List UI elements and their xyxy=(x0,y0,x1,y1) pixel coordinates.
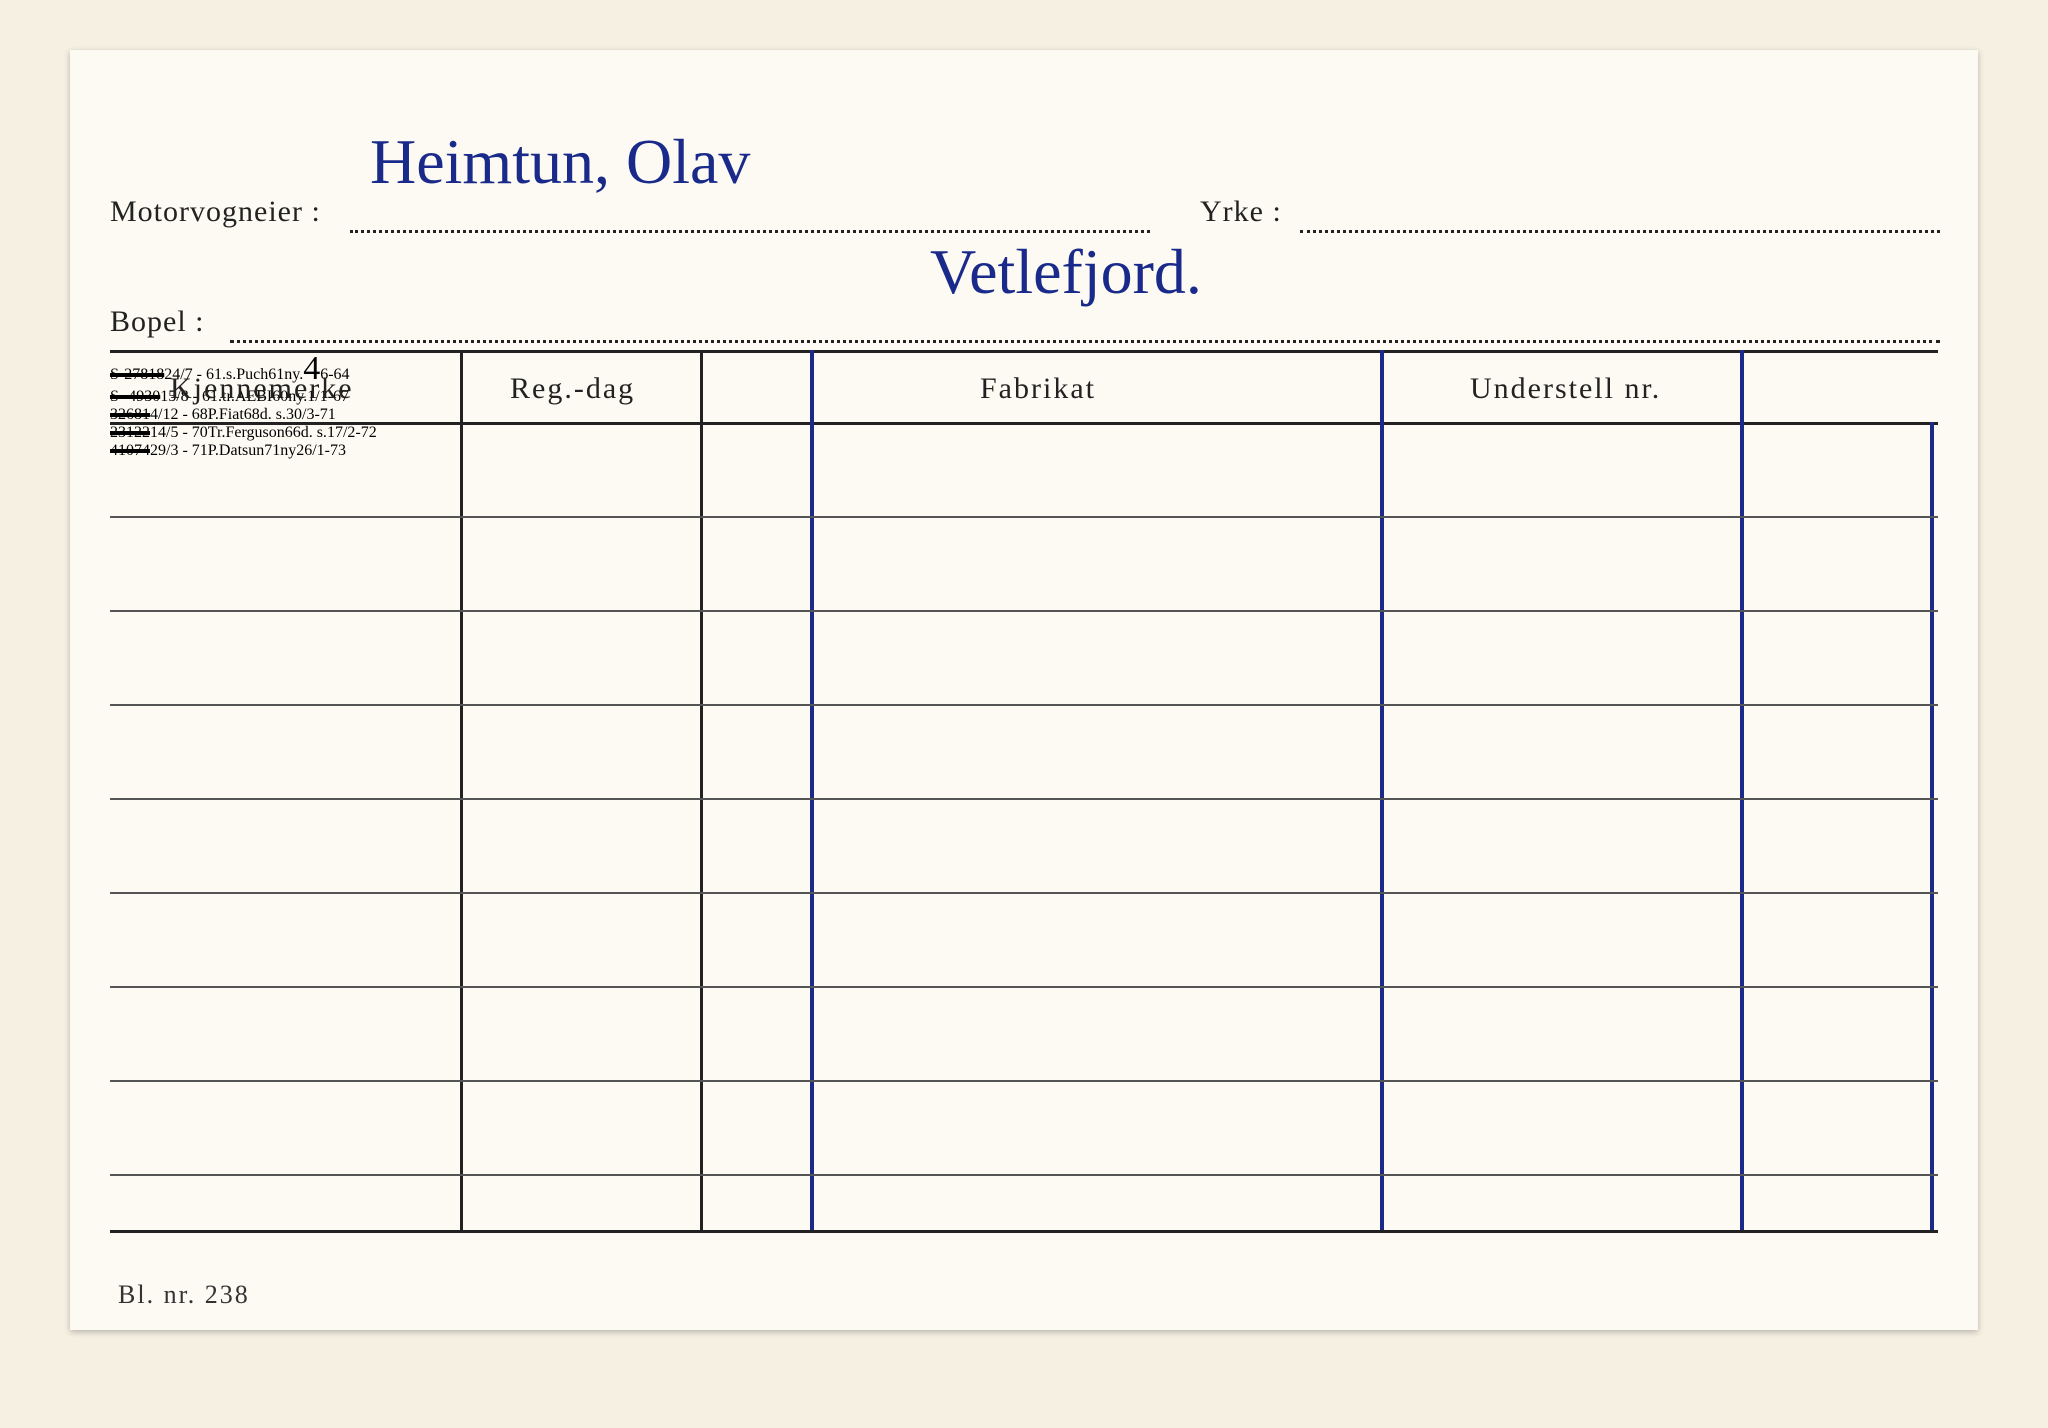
table-vline xyxy=(810,350,814,1230)
table-vline xyxy=(1930,422,1934,1230)
residence-label: Bopel : xyxy=(110,305,205,339)
table-row-rule xyxy=(110,892,1938,894)
table-vline xyxy=(460,350,463,1230)
cell-regdag: 29/3 - 71 xyxy=(150,442,208,459)
table-vline xyxy=(700,350,703,1230)
owner-dotted-line xyxy=(350,230,1150,233)
cell-year: 71 xyxy=(264,442,280,459)
table-top-rule xyxy=(110,350,1938,353)
table-row-rule xyxy=(110,610,1938,612)
occupation-dotted-line xyxy=(1300,230,1940,233)
index-card: Motorvogneier : Heimtun, Olav Yrke : Bop… xyxy=(70,50,1978,1330)
cell-year: 68 xyxy=(244,406,260,423)
table-header-rule xyxy=(110,422,1938,425)
cell-regdag: 4/12 - 68 xyxy=(150,406,208,423)
cell-type: P. xyxy=(208,442,219,459)
table-row-rule xyxy=(110,798,1938,800)
table-row-rule xyxy=(110,516,1938,518)
table-bottom-rule xyxy=(110,1230,1938,1233)
cell-kjennemerke: 23122 xyxy=(110,424,150,441)
cell-type: Tr. xyxy=(208,424,226,441)
occupation-label: Yrke : xyxy=(1200,195,1282,229)
table-row-rule xyxy=(110,1174,1938,1176)
table-row-rule xyxy=(110,986,1938,988)
table-row-rule xyxy=(110,704,1938,706)
cell-fabrikat: Ferguson xyxy=(225,424,284,441)
registration-table: Kjennemerke Reg.-dag Fabrikat Understell… xyxy=(110,350,1938,1250)
cell-understell: d. s. xyxy=(301,424,327,441)
cell-kjennemerke: S-27818 xyxy=(110,366,164,383)
residence-dotted-line xyxy=(230,340,1940,343)
cell-type: P. xyxy=(208,406,219,423)
cell-understell: d. s. xyxy=(260,406,286,423)
cell-kjennemerke: 32681 xyxy=(110,406,150,423)
cell-regdag: 14/5 - 70 xyxy=(150,424,208,441)
cell-understell: ny xyxy=(280,442,296,459)
cell-kjennemerke: S- 4930 xyxy=(110,388,160,405)
cell-year: 66 xyxy=(285,424,301,441)
col-fabrikat: Fabrikat xyxy=(980,372,1096,406)
col-kjennemerke: Kjennemerke xyxy=(170,372,354,406)
form-number: Bl. nr. 238 xyxy=(118,1280,250,1310)
col-regdag: Reg.-dag xyxy=(510,372,635,406)
residence-value: Vetlefjord. xyxy=(930,240,1202,304)
table-row-rule xyxy=(110,1080,1938,1082)
cell-fabrikat: Datsun xyxy=(219,442,264,459)
owner-value: Heimtun, Olav xyxy=(370,130,750,194)
owner-label: Motorvogneier : xyxy=(110,195,321,229)
cell-extra: 30/3-71 xyxy=(286,406,336,423)
table-vline xyxy=(1740,350,1744,1230)
cell-extra: 26/1-73 xyxy=(296,442,346,459)
table-vline xyxy=(1380,350,1384,1230)
cell-extra: 17/2-72 xyxy=(327,424,377,441)
cell-fabrikat: Fiat xyxy=(219,406,244,423)
cell-kjennemerke: 41074 xyxy=(110,442,150,459)
col-understell: Understell nr. xyxy=(1470,372,1661,406)
